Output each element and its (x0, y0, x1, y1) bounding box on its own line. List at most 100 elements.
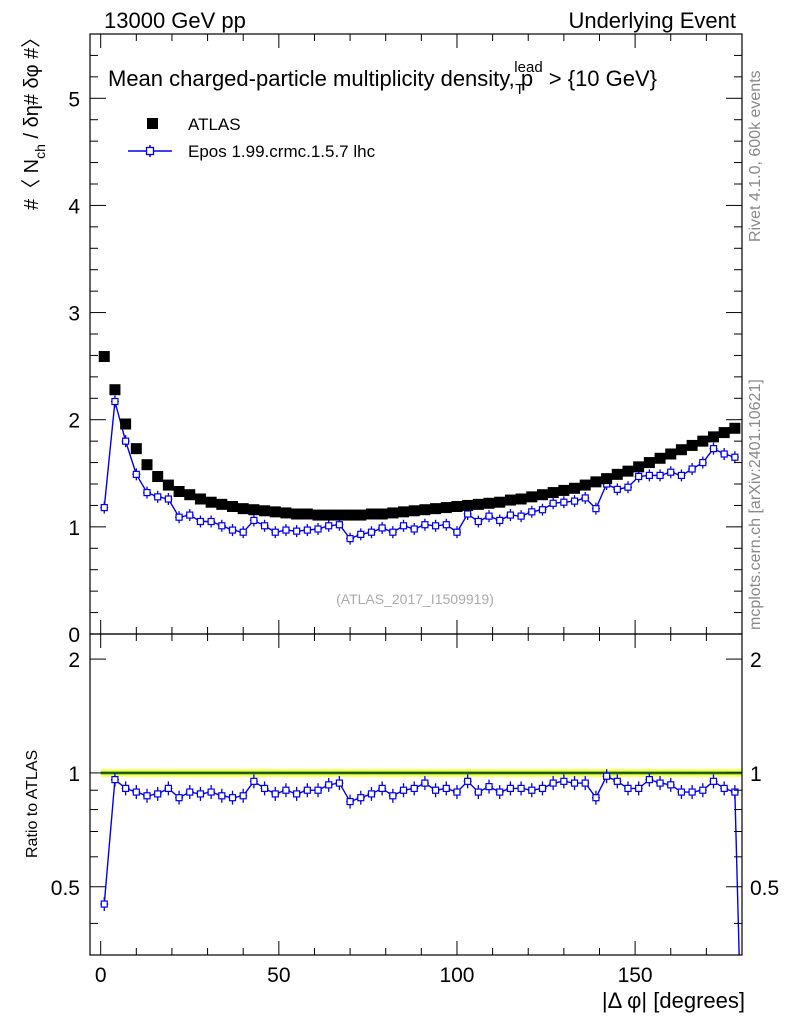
mc-point-main (175, 511, 184, 524)
mc-point-ratio (303, 783, 312, 798)
legend-marker-mc (128, 145, 172, 157)
mc-point-ratio (720, 781, 729, 796)
x-tick-label: 100 (439, 964, 474, 987)
y-tick-label-ratio: 1 (68, 763, 80, 786)
atlas-point (515, 493, 527, 505)
mc-point-main (217, 519, 226, 532)
y-axis-title-ratio: Ratio to ATLAS (24, 750, 41, 858)
mc-point-ratio (121, 781, 130, 796)
mc-point-ratio (143, 788, 152, 803)
mc-point-main (399, 519, 408, 532)
mc-point-ratio (677, 785, 686, 800)
mc-point-main (388, 526, 397, 539)
atlas-point (729, 422, 741, 434)
mc-point-ratio (314, 783, 323, 798)
mc-point-main (591, 502, 600, 515)
mc-point-main (623, 481, 632, 494)
mc-point-main (677, 469, 686, 482)
atlas-point (590, 476, 602, 488)
y-axis-title-subscript: ch (32, 144, 48, 159)
y-tick-label-main: 5 (68, 88, 80, 111)
atlas-point (601, 473, 613, 485)
atlas-point (162, 479, 174, 491)
mc-point-main (143, 486, 152, 499)
mc-point-main (314, 523, 323, 535)
y-axis-title-main: #〈 Nch / δη# δφ #〉 (21, 28, 48, 210)
atlas-point (665, 448, 677, 460)
mc-point-main (410, 523, 419, 535)
mc-point-main (485, 510, 494, 523)
atlas-point (536, 489, 548, 501)
y-tick-label-ratio-right: 2 (750, 649, 762, 672)
atlas-point (483, 497, 495, 509)
mc-point-main (720, 448, 729, 460)
atlas-point (398, 506, 410, 518)
mc-point-ratio (591, 790, 600, 805)
mc-point-main (474, 515, 483, 528)
atlas-point (248, 504, 260, 516)
mc-point-ratio (549, 776, 558, 791)
mc-point-ratio (463, 774, 472, 789)
mc-point-main (239, 526, 248, 539)
atlas-point (472, 498, 484, 510)
mc-point-ratio (207, 785, 216, 800)
atlas-point (697, 435, 709, 447)
title-tail: > {10 GeV} (543, 66, 657, 91)
mc-point-main (698, 456, 707, 469)
atlas-point (237, 503, 249, 515)
y-tick-label-main: 1 (68, 517, 80, 540)
atlas-point (686, 439, 698, 451)
atlas-point (173, 486, 185, 497)
mc-point-ratio (645, 772, 654, 787)
mc-point-ratio (527, 783, 536, 798)
atlas-point (323, 509, 335, 521)
atlas-point (109, 384, 121, 396)
legend-label-atlas: ATLAS (188, 115, 241, 134)
mc-point-ratio (239, 788, 248, 803)
x-tick-label: 0 (95, 964, 107, 987)
title-superscript: lead (514, 59, 542, 76)
plot-title: Mean charged-particle multiplicity densi… (108, 59, 657, 98)
mc-point-main (709, 442, 718, 455)
mc-point-ratio (602, 769, 611, 784)
mc-point-ratio (367, 786, 376, 801)
legend-label-mc: Epos 1.99.crmc.1.5.7 lhc (188, 142, 376, 161)
mc-point-ratio (559, 774, 568, 789)
mcplots-label: mcplots.cern.ch [arXiv:2401.10621] (747, 379, 764, 630)
mc-point-ratio (399, 783, 408, 798)
ratio-panel-frame (89, 633, 743, 956)
mc-point-ratio (495, 785, 504, 800)
mc-point-ratio (100, 897, 109, 912)
mc-point-ratio (388, 788, 397, 803)
mc-point-ratio (570, 776, 579, 791)
atlas-point (333, 509, 345, 521)
mc-point-ratio (110, 772, 119, 787)
mc-point-ratio (356, 790, 365, 805)
atlas-point (344, 509, 356, 521)
mc-point-main (666, 466, 675, 479)
atlas-point (643, 457, 655, 469)
mc-point-ratio (410, 781, 419, 796)
atlas-point (558, 484, 570, 496)
x-axis-title: |Δ φ| [degrees] (602, 988, 745, 1013)
mc-point-main (249, 514, 258, 527)
mc-point-ratio (324, 777, 333, 792)
mc-point-main (656, 469, 665, 482)
atlas-point (184, 489, 196, 501)
atlas-point (633, 461, 645, 473)
mc-point-main (100, 501, 109, 514)
mc-point-ratio (249, 774, 258, 789)
atlas-point (98, 351, 110, 362)
atlas-point (141, 459, 153, 471)
mc-point-ratio (292, 786, 301, 801)
analysis-watermark: (ATLAS_2017_I1509919) (336, 591, 494, 607)
mc-point-main (506, 509, 515, 522)
y-tick-label-main: 2 (68, 410, 80, 433)
mc-point-main (356, 528, 365, 541)
atlas-point (504, 494, 516, 506)
mc-point-main (228, 524, 237, 537)
atlas-point (707, 431, 719, 443)
mc-point-ratio (378, 781, 387, 796)
mc-point-main (153, 490, 162, 503)
